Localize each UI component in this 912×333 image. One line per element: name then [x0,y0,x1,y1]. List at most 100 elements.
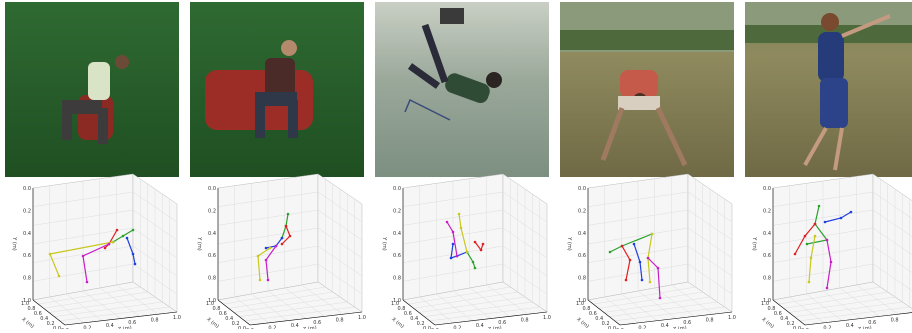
y-tick-label: 1.0 [208,298,216,304]
skeleton-joint [849,210,853,214]
x-axis-label: X (m) [760,317,775,329]
grid-line [301,284,344,315]
z-tick-label: 0.6 [498,320,506,326]
skeleton-joint [620,244,624,248]
axis-line [587,299,621,326]
z-tick-label: 0.8 [336,318,344,324]
y-tick-label: 0.2 [208,208,216,214]
y-tick-label: 0.8 [208,276,216,282]
y-tick-label: 0.2 [23,208,31,214]
z-tick-label: 0.2 [268,325,276,329]
x-axis-label: X (m) [20,317,35,329]
skeleton-joint [473,266,477,270]
grid-line [32,191,134,207]
skeleton-joint [451,242,455,246]
x-tick-label: 0.6 [404,311,412,317]
x-tick-label: 1.0 [206,301,214,307]
x-tick-label: 0.8 [582,306,590,312]
x-tick-label: 0.4 [410,316,418,322]
skeleton-joint [115,228,119,232]
x-tick-label: 1.0 [761,301,769,307]
z-tick-label: 0.2 [83,325,91,329]
skeleton-joint [817,204,821,208]
z-tick-label: 0.4 [661,323,669,329]
photo-4 [560,2,734,177]
axis-line [32,299,66,326]
axis-line [434,311,548,326]
skeleton-joint [640,278,644,282]
y-tick-label: 0.8 [393,276,401,282]
axis-line [772,299,806,326]
skeleton-joint [638,260,642,264]
skeleton-joint [813,222,817,226]
skeleton-joint [264,246,268,250]
y-tick-label: 0.6 [208,253,216,259]
y-tick-label: 0.4 [23,231,31,237]
skeleton-joint [81,254,85,258]
skeleton-joint [258,278,262,282]
x-axis-label: X (m) [205,317,220,329]
pose-plot: 0.00.20.40.60.81.00.00.20.40.60.81.00.00… [566,173,736,333]
skeleton-joint [85,280,89,284]
skeleton-limb [806,205,829,245]
pose-plot: 0.00.20.40.60.81.00.00.20.40.60.81.00.00… [11,173,181,333]
grid-line [687,191,733,223]
x-tick-label: 1.0 [576,301,584,307]
x-tick-label: 0.2 [787,321,795,327]
grid-line [132,191,178,223]
y-tick-label: 0.0 [393,186,401,192]
axis-line [217,299,251,326]
x-tick-label: 0.6 [219,311,227,317]
skeleton-joint [471,260,475,264]
grid-line [502,191,548,223]
skeleton-joint [809,256,813,260]
z-tick-label: 0.8 [521,318,529,324]
pose-plot: 0.00.20.40.60.81.00.00.20.40.60.81.00.00… [196,173,366,333]
z-tick-label: 0.2 [638,325,646,329]
skeleton-joint [813,234,817,238]
z-tick-label: 1.0 [173,315,181,321]
skeleton-joint [825,238,829,242]
z-tick-label: 0.4 [846,323,854,329]
x-tick-label: 0.8 [397,306,405,312]
y-tick-label: 0.2 [763,208,771,214]
skeleton-joint [111,240,115,244]
skeleton-joint [455,254,459,258]
photo-2 [190,2,364,177]
x-axis-label: X (m) [390,317,405,329]
y-tick-label: 0.4 [393,231,401,237]
grid-line [116,284,159,315]
grid-line [872,191,912,219]
x-tick-label: 0.2 [47,321,55,327]
skeleton-joint [131,252,135,256]
skeleton-joint [807,280,811,284]
pose-plot: 0.00.20.40.60.81.00.00.20.40.60.81.00.00… [751,173,912,333]
axis-line [402,299,436,326]
z-tick-label: 0.6 [683,320,691,326]
skeleton-joint [266,278,270,282]
skeleton-joint [465,250,469,254]
skeleton-joint [457,212,461,216]
z-tick-label: 0.2 [823,325,831,329]
y-tick-label: 0.0 [763,186,771,192]
y-tick-label: 0.6 [393,253,401,259]
skeleton-joint [280,236,284,240]
x-tick-label: 0.4 [40,316,48,322]
skeleton-joint [793,252,797,256]
x-tick-label: 0.2 [602,321,610,327]
z-tick-label: 1.0 [728,315,736,321]
z-tick-label: 0.2 [453,325,461,329]
z-tick-label: 0.6 [313,320,321,326]
y-tick-label: 0.8 [578,276,586,282]
skeleton-joint [650,232,654,236]
z-axis-label: Z (m) [673,325,687,329]
skeleton-joint [449,256,453,260]
z-tick-label: 0.6 [128,320,136,326]
skeleton-joint [459,226,463,230]
skeleton-joint [284,224,288,228]
x-tick-label: 0.8 [27,306,35,312]
y-tick-label: 0.4 [578,231,586,237]
y-tick-label: 1.0 [23,298,31,304]
x-tick-label: 0.8 [767,306,775,312]
